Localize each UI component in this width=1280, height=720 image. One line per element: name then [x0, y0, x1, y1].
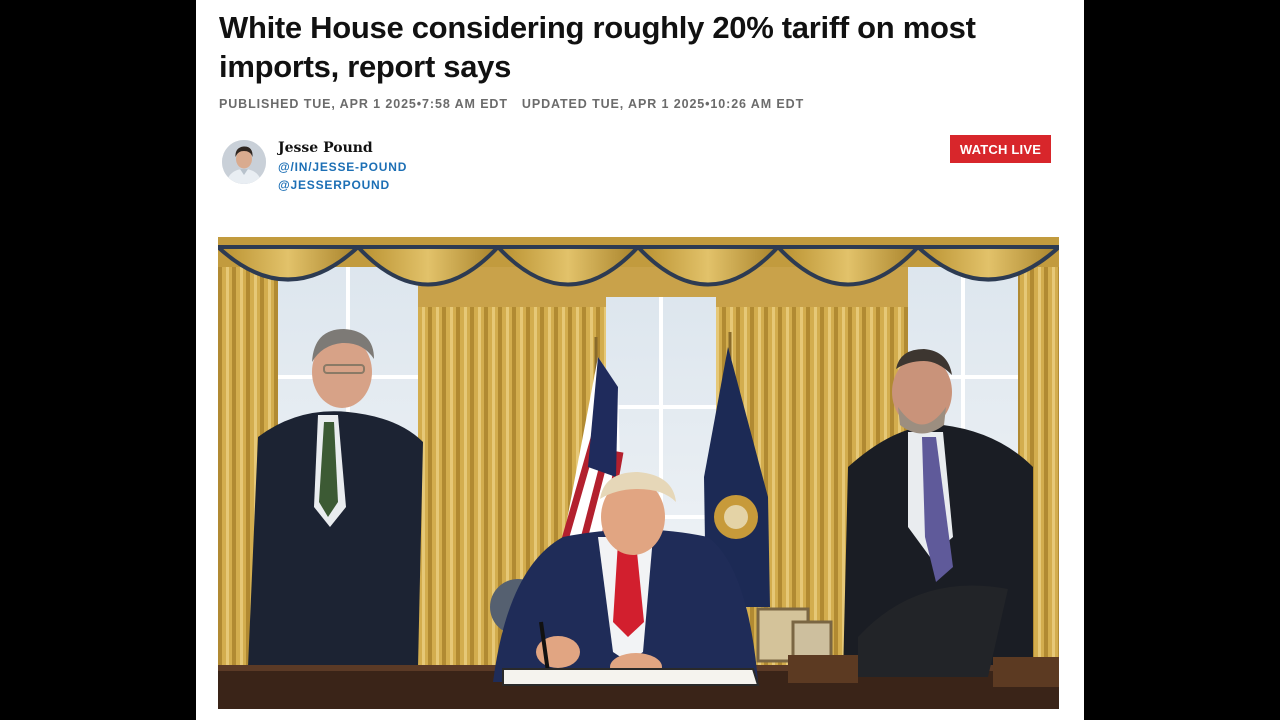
article-panel: White House considering roughly 20% tari… — [196, 0, 1084, 720]
author-details: Jesse Pound @/IN/JESSE-POUND @JESSERPOUN… — [278, 138, 407, 194]
author-name[interactable]: Jesse Pound — [278, 140, 373, 156]
author-avatar[interactable] — [222, 140, 266, 184]
published-timestamp: PUBLISHED TUE, APR 1 2025•7:58 AM EDT — [219, 97, 508, 111]
author-linkedin-link[interactable]: @/IN/JESSE-POUND — [278, 160, 408, 174]
watch-live-button[interactable]: WATCH LIVE — [950, 135, 1051, 163]
article-headline: White House considering roughly 20% tari… — [219, 10, 976, 84]
article-timestamps: PUBLISHED TUE, APR 1 2025•7:58 AM EDT UPD… — [219, 97, 804, 111]
author-twitter-link[interactable]: @JESSERPOUND — [278, 178, 390, 192]
updated-timestamp: UPDATED TUE, APR 1 2025•10:26 AM EDT — [521, 97, 805, 111]
article-hero-photo — [218, 237, 1059, 709]
